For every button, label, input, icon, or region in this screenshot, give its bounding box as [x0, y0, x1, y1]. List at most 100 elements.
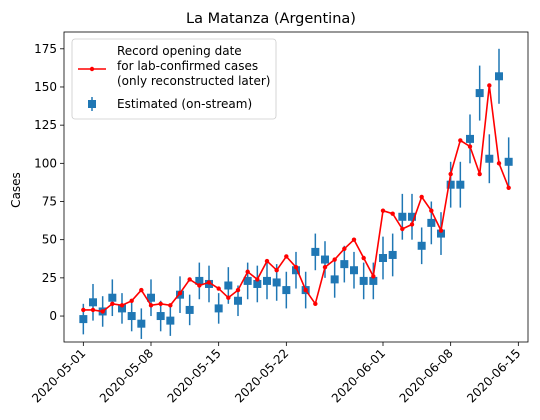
estimated-marker	[195, 276, 204, 285]
estimated-marker	[504, 157, 513, 166]
record-point	[458, 138, 463, 143]
record-point	[303, 287, 308, 293]
x-tick-label: 2020-05-22	[232, 346, 291, 405]
y-tick-label: 25	[42, 271, 57, 285]
legend-marker-label: Estimated (on-stream)	[117, 97, 252, 111]
estimated-marker	[446, 180, 455, 189]
y-tick-label: 75	[42, 195, 57, 209]
x-tick-label: 2020-05-15	[165, 346, 224, 405]
estimated-marker	[214, 304, 223, 313]
record-point	[235, 287, 241, 293]
estimated-marker	[350, 266, 358, 275]
record-point	[216, 286, 221, 291]
axes-frame	[63, 31, 529, 343]
record-point	[293, 264, 299, 270]
record-point	[429, 208, 434, 213]
estimated-marker	[437, 229, 445, 238]
record-point	[100, 309, 105, 314]
estimated-marker	[234, 296, 242, 305]
record-point	[506, 185, 511, 190]
estimated-marker	[330, 275, 339, 284]
record-point	[158, 301, 163, 307]
estimated-marker	[417, 241, 426, 250]
estimated-marker	[156, 312, 165, 321]
record-point	[400, 226, 405, 232]
x-axis: 2020-05-01 2020-05-08 2020-05-15 2020-05-22…	[29, 342, 523, 405]
estimated-marker	[340, 260, 349, 269]
legend-line-marker	[89, 66, 95, 72]
y-tick-label: 150	[34, 80, 57, 94]
record-point	[448, 171, 453, 177]
x-tick-label: 2020-06-08	[397, 346, 456, 405]
legend-box	[71, 38, 277, 120]
x-tick-label: 2020-06-01	[329, 346, 388, 405]
record-point	[187, 277, 192, 282]
estimated-marker	[466, 134, 474, 143]
record-point	[264, 258, 270, 264]
record-point	[129, 298, 134, 303]
record-point	[148, 303, 154, 308]
record-point	[274, 268, 279, 273]
legend-line-label: Record opening date for lab-confirmed cas…	[117, 44, 270, 88]
record-point	[110, 301, 115, 307]
record-point	[409, 222, 415, 227]
x-tick-label: 2020-06-15	[464, 346, 523, 405]
y-tick-label: 100	[34, 156, 57, 170]
x-tick-label: 2020-05-08	[97, 346, 156, 405]
estimated-marker	[485, 154, 494, 163]
record-point	[371, 274, 376, 279]
record-point	[496, 161, 502, 166]
estimated-marker	[427, 218, 436, 227]
estimated-marker	[282, 286, 291, 295]
record-point	[245, 269, 250, 274]
record-point	[90, 307, 96, 313]
record-point	[487, 83, 492, 88]
record-point	[284, 254, 289, 259]
estimated-marker	[79, 315, 88, 324]
estimated-marker	[495, 72, 503, 81]
estimated-marker	[243, 276, 252, 285]
estimated-marker	[475, 89, 484, 98]
y-tick-label: 0	[49, 309, 57, 323]
record-point	[332, 257, 337, 262]
estimated-marker	[456, 180, 465, 189]
record-point	[361, 255, 366, 261]
record-point	[438, 228, 444, 233]
estimated-marker	[398, 212, 407, 221]
estimated-marker	[185, 305, 194, 314]
chart-title: La Matanza (Argentina)	[186, 11, 356, 27]
y-tick-label: 50	[42, 233, 57, 247]
estimated-marker	[311, 247, 320, 256]
y-axis-label: Cases	[9, 172, 23, 208]
estimated-marker	[379, 254, 387, 263]
record-point	[380, 208, 386, 213]
estimated-marker	[292, 266, 300, 275]
estimated-marker	[272, 278, 281, 287]
legend: Record opening date for lab-confirmed cas…	[71, 38, 277, 120]
record-point	[390, 211, 395, 216]
record-point	[313, 301, 318, 307]
record-point	[177, 290, 183, 296]
x-tick-label: 2020-05-01	[29, 346, 88, 405]
estimated-marker	[137, 319, 146, 328]
record-point	[119, 303, 125, 308]
record-point	[322, 264, 328, 270]
estimated-marker	[388, 250, 397, 259]
y-tick-label: 175	[34, 42, 57, 56]
plot-area	[79, 48, 513, 339]
estimated-marker	[321, 255, 329, 264]
y-tick-label: 125	[34, 118, 57, 132]
record-point	[467, 144, 473, 149]
legend-marker-swatch	[88, 100, 96, 108]
estimated-marker	[369, 276, 378, 285]
estimated-marker	[359, 276, 368, 285]
estimated-marker	[408, 212, 416, 221]
record-point	[139, 287, 144, 293]
estimated-marker	[166, 316, 175, 325]
y-axis: 0 25 50 75 100 125 150 175	[34, 42, 64, 323]
record-point	[255, 277, 260, 282]
record-point	[477, 171, 482, 177]
estimated-marker	[89, 298, 97, 307]
record-point	[81, 307, 86, 313]
